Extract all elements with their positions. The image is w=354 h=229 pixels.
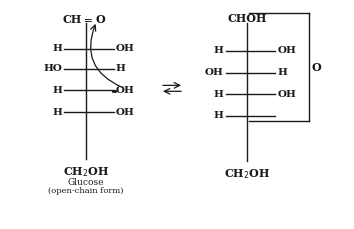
Text: ═: ═ (84, 14, 91, 25)
Text: OH: OH (205, 68, 224, 77)
Text: OH: OH (277, 46, 296, 55)
Text: H: H (214, 90, 224, 99)
Text: (open-chain form): (open-chain form) (48, 187, 124, 195)
Text: H: H (214, 112, 224, 120)
Text: OH: OH (115, 108, 135, 117)
Text: H: H (115, 64, 125, 73)
Text: OH: OH (115, 44, 135, 53)
Text: H: H (52, 86, 62, 95)
Text: H: H (214, 46, 224, 55)
Text: CH: CH (63, 14, 82, 25)
Text: CH$_2$OH: CH$_2$OH (63, 165, 109, 179)
Text: OH: OH (115, 86, 135, 95)
Text: O: O (96, 14, 105, 25)
Text: HO: HO (43, 64, 62, 73)
Text: CHOH: CHOH (228, 13, 267, 24)
Text: OH: OH (277, 90, 296, 99)
Text: O: O (312, 62, 322, 73)
Text: H: H (52, 108, 62, 117)
Text: H: H (52, 44, 62, 53)
Text: CH$_2$OH: CH$_2$OH (224, 167, 270, 181)
Text: H: H (277, 68, 287, 77)
Text: Glucose: Glucose (68, 178, 104, 187)
